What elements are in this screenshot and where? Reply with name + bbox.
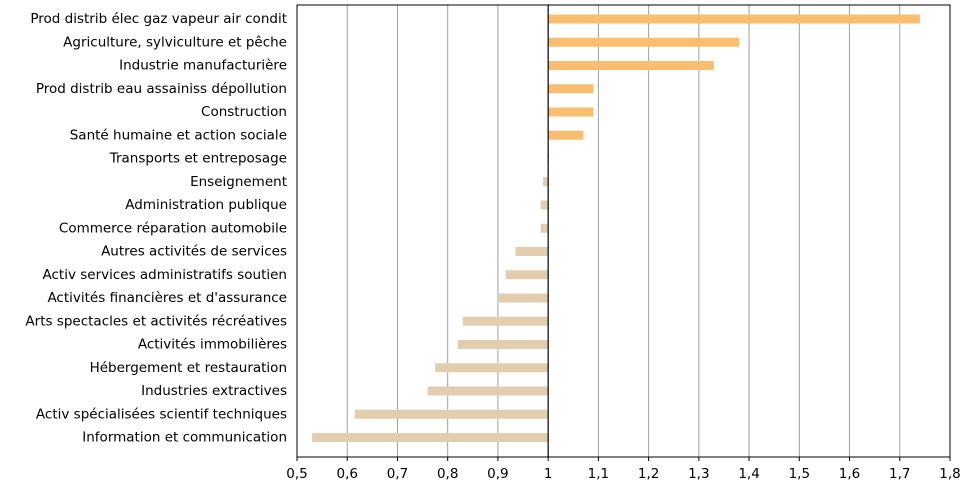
bar [548, 107, 594, 117]
x-tick-label: 0,8 [437, 466, 458, 482]
category-label: Agriculture, sylviculture et pêche [63, 34, 287, 50]
x-tick-labels: 0,5 0,6 0,7 0,8 0,9 1 1,1 1,2 1,3 1,4 1,5 1,6 1,7 1,8 [286, 457, 961, 482]
bar [548, 14, 920, 24]
bar [540, 200, 549, 210]
bar [548, 130, 584, 140]
bar [354, 409, 549, 419]
x-tick-label: 1,2 [638, 466, 659, 482]
category-label: Hébergement et restauration [90, 360, 287, 376]
bar [497, 293, 549, 303]
bar [312, 433, 549, 442]
x-tick-label: 1,8 [939, 466, 960, 482]
category-label: Industries extractives [141, 383, 287, 399]
bars [312, 14, 920, 442]
x-tick-label: 1,5 [789, 466, 810, 482]
bar [548, 37, 740, 47]
x-tick-label: 1 [544, 466, 553, 482]
category-label: Santé humaine et action sociale [70, 127, 287, 143]
category-label: Autres activités de services [101, 244, 287, 260]
x-tick-label: 1,1 [588, 466, 609, 482]
category-label: Activ spécialisées scientif techniques [36, 406, 287, 422]
category-label: Arts spectacles et activités récréatives [25, 313, 287, 329]
category-label: Information et communication [82, 430, 287, 446]
category-label: Transports et entreposage [109, 151, 287, 167]
x-tick-label: 1,6 [839, 466, 860, 482]
category-label: Activ services administratifs soutien [42, 267, 287, 283]
bar [505, 270, 549, 280]
category-label: Activités financières et d'assurance [47, 290, 287, 306]
category-label: Industrie manufacturière [119, 58, 287, 74]
bar [548, 84, 594, 94]
bar [457, 340, 549, 349]
plot-frame [296, 4, 951, 458]
x-tick-label: 0,5 [286, 466, 307, 482]
category-label: Administration publique [125, 197, 287, 213]
bar [540, 223, 549, 233]
x-tick-label: 1,7 [889, 466, 910, 482]
x-tick-label: 0,9 [487, 466, 508, 482]
category-label: Activités immobilières [138, 337, 287, 353]
bar [427, 386, 549, 396]
category-labels: Prod distrib élec gaz vapeur air condit A… [25, 11, 287, 446]
category-label: Commerce réparation automobile [59, 220, 287, 236]
x-tick-label: 1,4 [738, 466, 759, 482]
bar [462, 316, 549, 326]
x-tick-label: 1,3 [688, 466, 709, 482]
bar [543, 177, 549, 187]
grid-lines [296, 5, 951, 457]
category-label: Construction [201, 104, 287, 120]
x-tick-label: 0,7 [387, 466, 408, 482]
x-tick-label: 0,6 [336, 466, 357, 482]
bar [548, 61, 714, 70]
bar [435, 363, 549, 373]
category-label: Prod distrib élec gaz vapeur air condit [30, 11, 287, 27]
category-label: Enseignement [190, 174, 287, 190]
bar [515, 247, 549, 256]
category-label: Prod distrib eau assainiss dépollution [36, 81, 287, 97]
